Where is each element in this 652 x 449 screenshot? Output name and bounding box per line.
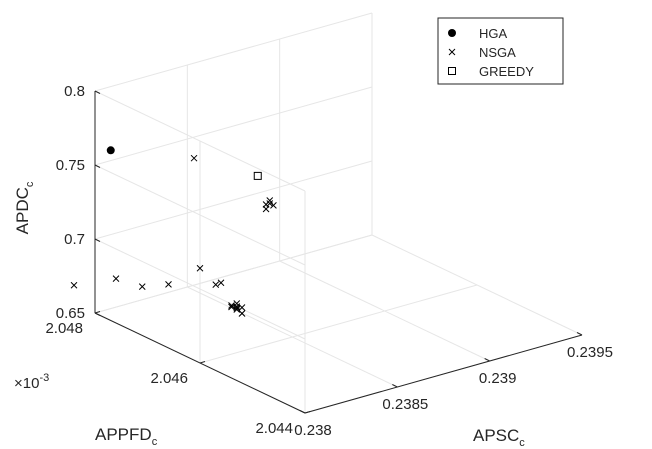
z-tick-label: 0.75 (56, 157, 85, 174)
marker-stroke (138, 283, 146, 291)
grid-line (94, 86, 373, 166)
marker-stroke (228, 303, 235, 311)
marker-stroke (233, 306, 241, 313)
legend: HGA NSGA GREEDY (437, 17, 564, 85)
marker-stroke (238, 310, 246, 317)
marker-stroke (233, 304, 241, 312)
legend-label-nsga: NSGA (479, 45, 516, 60)
x-axis-line (304, 334, 583, 414)
marker-nsga (233, 303, 241, 310)
x-axis-label: APSCc (473, 426, 525, 449)
z-axis-label: APDCc (13, 181, 36, 234)
marker-nsga (212, 281, 220, 289)
grid-line (199, 284, 478, 364)
marker-nsga (233, 306, 241, 313)
marker-nsga (165, 281, 172, 288)
x-tick-mark (392, 384, 398, 388)
marker-nsga (238, 304, 246, 311)
marker-nsga (217, 279, 225, 287)
marker-nsga (138, 283, 146, 291)
marker-hga (106, 146, 115, 155)
marker-nsga (233, 304, 241, 312)
x-tick-mark (299, 410, 306, 414)
y-tick-mark (199, 361, 206, 364)
marker-greedy (253, 171, 262, 180)
data-markers (70, 146, 277, 317)
marker-stroke (262, 201, 270, 208)
marker-nsga (270, 202, 277, 209)
legend-marker-hga (448, 29, 456, 37)
marker-stroke (233, 303, 241, 310)
axes (94, 90, 583, 414)
z-tick-mark (94, 90, 101, 94)
y-axis-label: APPFDc (95, 425, 158, 448)
legend-marker-greedy (448, 67, 456, 75)
marker-stroke (112, 275, 120, 282)
x-tick-label: 0.238 (294, 422, 332, 439)
y-tick-mark (304, 411, 311, 414)
marker-nsga (70, 281, 78, 289)
y-axis-exponent: ×10-3 (14, 372, 49, 392)
tick-labels: 0.238 0.2385 0.239 0.2395 2.044 2.046 2.0480.6… (45, 83, 612, 439)
grid-line (94, 238, 306, 340)
z-tick-mark (94, 238, 101, 242)
x-tick-mark (576, 332, 583, 336)
x-tick-label: 0.2395 (567, 344, 613, 361)
marker-stroke (70, 281, 78, 289)
grid-line (94, 12, 373, 92)
y-tick-mark (94, 311, 101, 314)
x-tick-mark (484, 358, 490, 362)
legend-box (437, 17, 564, 85)
marker-stroke (238, 304, 246, 311)
marker-stroke (190, 154, 198, 162)
marker-stroke (217, 279, 225, 287)
legend-label-hga: HGA (479, 26, 508, 41)
z-tick-mark (94, 312, 101, 316)
marker-stroke (165, 281, 172, 288)
x-tick-label: 0.239 (479, 370, 517, 387)
marker-stroke (212, 281, 220, 289)
grid-line (94, 90, 306, 192)
grid-line (94, 234, 373, 314)
legend-marker-nsga (448, 48, 456, 56)
z-tick-label: 0.8 (64, 83, 85, 100)
marker-stroke (228, 302, 235, 309)
z-tick-mark (94, 164, 101, 168)
y-tick-label: 2.046 (150, 370, 188, 387)
marker-nsga (112, 275, 120, 282)
marker-nsga (228, 303, 235, 311)
marker-nsga (266, 200, 274, 207)
x-tick-label: 0.2385 (382, 396, 428, 413)
marker-nsga (190, 154, 198, 162)
y-tick-label: 2.048 (45, 320, 83, 337)
grid-line (94, 160, 373, 240)
z-tick-label: 0.7 (64, 231, 85, 248)
marker-nsga (262, 201, 270, 208)
marker-stroke (270, 202, 277, 209)
marker-nsga (238, 310, 246, 317)
marker-nsga (228, 302, 235, 309)
marker-stroke (196, 264, 204, 272)
marker-stroke (266, 200, 274, 207)
y-tick-label: 2.044 (255, 420, 293, 437)
marker-nsga (196, 264, 204, 272)
legend-label-greedy: GREEDY (479, 64, 534, 79)
z-tick-label: 0.65 (56, 305, 85, 322)
grid-line (94, 164, 306, 266)
